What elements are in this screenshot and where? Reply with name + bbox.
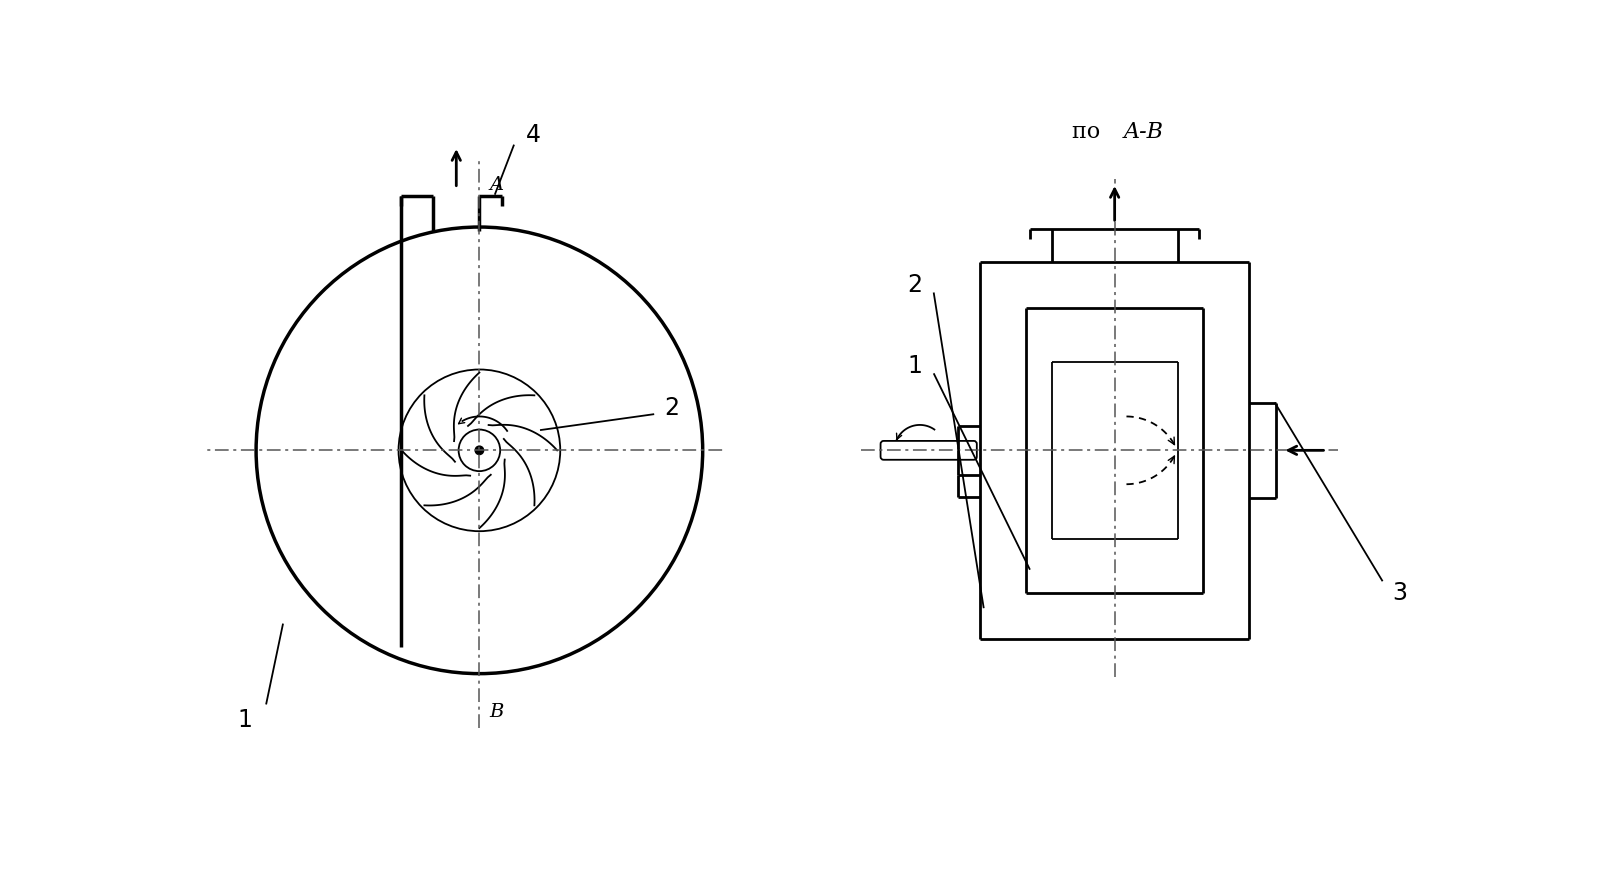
Text: A: A	[490, 176, 504, 193]
Text: 4: 4	[525, 123, 541, 147]
Text: 1: 1	[907, 354, 921, 378]
Text: 3: 3	[1391, 581, 1408, 605]
Text: 2: 2	[907, 273, 923, 297]
Text: 2: 2	[664, 396, 679, 420]
Circle shape	[475, 446, 483, 454]
Text: 1: 1	[238, 707, 252, 732]
Text: B: B	[490, 703, 504, 721]
Text: A-B: A-B	[1123, 121, 1164, 143]
Text: по: по	[1073, 121, 1107, 143]
FancyBboxPatch shape	[881, 441, 976, 460]
